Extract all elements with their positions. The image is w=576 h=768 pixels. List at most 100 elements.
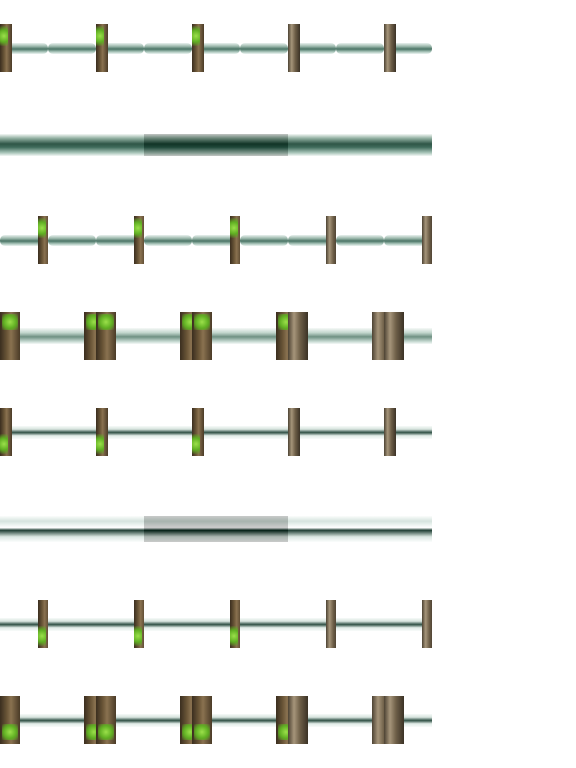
water-strip: [96, 516, 144, 542]
moss: [182, 724, 192, 740]
tree-trunk: [134, 216, 144, 264]
tile: [144, 696, 192, 744]
moss: [98, 314, 114, 330]
water-strip: [288, 516, 336, 542]
water-strip: [240, 618, 288, 631]
tile: [336, 600, 384, 648]
tile: [144, 216, 192, 264]
stream-row-7: [0, 600, 432, 648]
tree-trunk: [326, 216, 336, 264]
tile: [48, 24, 96, 72]
tile: [384, 120, 432, 168]
water-strip: [288, 618, 336, 631]
tile: [144, 312, 192, 360]
moss: [0, 26, 8, 46]
water-strip: [384, 618, 432, 631]
stream-row-1: [0, 24, 432, 72]
water-strip: [96, 618, 144, 631]
tree-trunk: [38, 216, 48, 264]
tree-trunk: [384, 312, 404, 360]
tile: [384, 600, 432, 648]
tile: [288, 696, 336, 744]
tree-trunk: [230, 600, 240, 648]
tile: [96, 120, 144, 168]
water-strip: [48, 43, 96, 54]
water-strip: [192, 235, 240, 246]
water-strip: [144, 235, 192, 246]
moss: [96, 26, 104, 46]
water-strip: [336, 426, 384, 439]
tile: [48, 312, 96, 360]
tree-trunk: [384, 696, 404, 744]
tree-trunk: [288, 24, 300, 72]
water-strip: [48, 134, 96, 156]
moss: [182, 314, 192, 330]
moss: [96, 434, 104, 454]
water-strip: [336, 618, 384, 631]
water-strip: [240, 43, 288, 54]
water-strip: [288, 235, 336, 246]
tree-trunk: [288, 696, 308, 744]
water-strip: [96, 43, 144, 54]
water-strip: [0, 618, 48, 631]
stream-row-5: [0, 408, 432, 456]
moss: [38, 218, 46, 238]
water-strip: [192, 43, 240, 54]
tile: [48, 408, 96, 456]
tree-trunk: [384, 24, 396, 72]
water-strip: [384, 426, 432, 439]
water-strip: [192, 426, 240, 439]
tile: [288, 504, 336, 552]
water-strip: [288, 134, 336, 156]
tile: [48, 216, 96, 264]
water-strip: [144, 516, 192, 542]
water-strip: [240, 516, 288, 542]
tile: [96, 312, 144, 360]
moss: [86, 724, 96, 740]
moss: [192, 434, 200, 454]
tile: [192, 120, 240, 168]
moss: [0, 434, 8, 454]
tile: [192, 504, 240, 552]
water-strip: [384, 134, 432, 156]
tile: [144, 24, 192, 72]
tile: [96, 216, 144, 264]
tile: [192, 216, 240, 264]
water-strip: [0, 134, 48, 156]
moss: [194, 314, 210, 330]
tile: [384, 216, 432, 264]
moss: [278, 724, 288, 740]
water-strip: [192, 618, 240, 631]
tile: [48, 504, 96, 552]
tile: [288, 24, 336, 72]
tree-trunk: [372, 696, 384, 744]
moss: [278, 314, 288, 330]
stream-row-4: [0, 312, 432, 360]
tile: [240, 24, 288, 72]
water-strip: [384, 516, 432, 542]
moss: [134, 626, 142, 646]
tile: [48, 120, 96, 168]
tree-trunk: [288, 408, 300, 456]
tile: [0, 312, 48, 360]
stream-row-3: [0, 216, 432, 264]
stream-row-6: [0, 504, 432, 552]
water-strip: [240, 134, 288, 156]
water-strip: [0, 235, 48, 246]
water-strip: [144, 426, 192, 439]
tile: [0, 504, 48, 552]
moss: [134, 218, 142, 238]
moss: [230, 626, 238, 646]
tile: [240, 120, 288, 168]
tile: [240, 504, 288, 552]
tile: [144, 504, 192, 552]
tile: [384, 24, 432, 72]
tile: [336, 120, 384, 168]
tile: [384, 504, 432, 552]
tile: [96, 600, 144, 648]
tile: [336, 24, 384, 72]
tile: [192, 312, 240, 360]
moss: [38, 626, 46, 646]
water-strip: [48, 516, 96, 542]
water-strip: [336, 235, 384, 246]
